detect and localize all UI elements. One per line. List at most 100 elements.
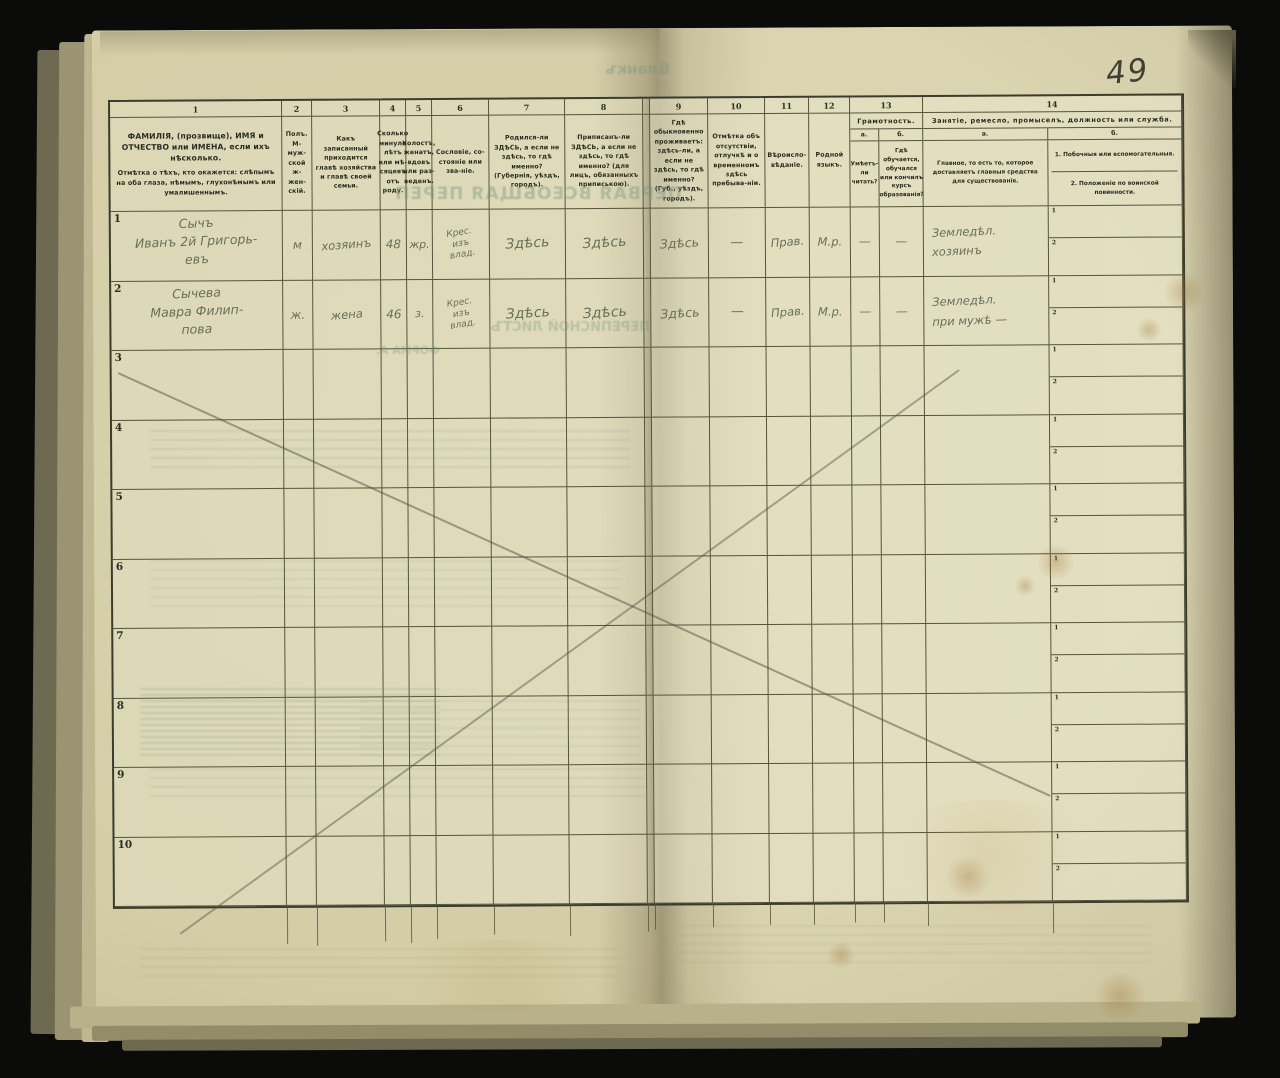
- registered-entry: [568, 832, 649, 905]
- paper-stain: [880, 800, 1100, 910]
- literacy-sub-letters: а. б.: [850, 129, 923, 142]
- name-line: Сычъ: [178, 214, 214, 232]
- subcell-marker: 2: [1053, 517, 1058, 525]
- occupation-line: [934, 516, 1050, 521]
- born-entry: Здѣсь: [505, 303, 551, 323]
- occupation-side-labels: 1. Побочныя или вспомогательныя. 2. Полож…: [1048, 139, 1182, 205]
- literacy-read-label: Умѣетъ-ли читать?: [850, 141, 880, 207]
- religion-entry: Прав.: [770, 233, 805, 251]
- column-line-stub: [493, 904, 496, 935]
- cell-absence: —: [709, 277, 767, 348]
- occupation-line: [933, 377, 1049, 382]
- subcell-marker: 2: [1051, 239, 1057, 247]
- cell-language: [811, 485, 853, 556]
- age-entry: 48: [385, 237, 402, 252]
- occupation-line: [933, 377, 1049, 382]
- religion-entry: [764, 345, 812, 417]
- row-number: 4: [114, 421, 123, 434]
- paper-stain: [380, 940, 620, 1010]
- cell-occupation-main: [924, 414, 1051, 486]
- cell-registered-here: Здѣсь: [566, 278, 645, 349]
- column-header: Отмѣтка объ отсутствіи, отлучкѣ и о врем…: [708, 113, 766, 209]
- cell-resides: Здѣсь: [651, 277, 710, 348]
- reads-entry: —: [859, 304, 872, 319]
- row-number: 3: [114, 351, 122, 364]
- column-number: 4: [380, 100, 407, 117]
- education-entry: [881, 346, 924, 415]
- column-number: 14: [922, 95, 1183, 114]
- age-entry: [383, 627, 408, 696]
- column-number: 8: [565, 98, 644, 116]
- cell-age: [384, 835, 411, 906]
- cell-age: 46: [381, 279, 408, 350]
- foxing-spot: [1036, 544, 1076, 580]
- military-status-subcell: 2: [1050, 446, 1183, 483]
- cell-absence: [709, 346, 767, 417]
- row-number: 9: [117, 768, 125, 781]
- registered-entry: Здѣсь: [582, 303, 628, 322]
- row-number: 8: [116, 699, 125, 712]
- occupation-entry: Земледѣл. при мужѣ —: [924, 276, 1048, 345]
- sub-letter-b: б.: [1111, 129, 1118, 137]
- column-line-stub: [654, 903, 657, 930]
- resides-entry: [652, 693, 713, 765]
- cell-literacy-read: [851, 346, 881, 416]
- cell-name: 2 Сычева Мавра Филип-пова: [111, 280, 284, 351]
- education-entry: —: [895, 303, 908, 318]
- bleedthrough-lines: [150, 560, 620, 608]
- language-entry: [811, 346, 851, 415]
- occupation-line: [934, 655, 1050, 660]
- column-number: 1: [110, 100, 283, 118]
- cell-resides: [651, 416, 711, 487]
- cell-literacy-education: —: [879, 207, 925, 277]
- military-status-subcell: 2: [1052, 724, 1185, 761]
- cell-resides: [652, 693, 713, 765]
- bleedthrough-lines: [140, 948, 620, 978]
- gutter-cell: [643, 98, 651, 115]
- cell-religion: [769, 763, 814, 834]
- age-entry: [382, 349, 407, 418]
- occupation-line: при мужѣ —: [932, 311, 1008, 329]
- cell-registered-here: [568, 832, 649, 905]
- sex-entry: [284, 489, 313, 558]
- cell-name: 5: [112, 488, 285, 560]
- subcell-marker: 1: [1052, 276, 1057, 284]
- bleedthrough-blank-text: Бланкъ: [605, 60, 670, 78]
- reads-entry: [852, 485, 880, 554]
- cell-literacy-education: —: [880, 276, 925, 347]
- absence-entry: [710, 347, 766, 416]
- header-label: Отмѣтка объ отсутствіи, отлучкѣ и о врем…: [712, 133, 761, 188]
- bleedthrough-form-title: ПЕРЕПИСНОЙ ЛИСТЪ: [490, 320, 650, 335]
- cell-literacy-read: [853, 624, 883, 694]
- column-number: 5: [406, 100, 433, 117]
- resides-entry: [653, 832, 714, 904]
- cell-occupation-main: Земледѣл. при мужѣ —: [924, 275, 1050, 347]
- estate-entry: Крес. изъ влад.: [428, 275, 494, 352]
- cell-born-here: Здѣсь: [489, 209, 567, 280]
- cell-sex: [284, 488, 315, 559]
- religion-entry: Прав.: [770, 303, 806, 320]
- age-entry: [385, 836, 410, 905]
- religion-entry: [765, 484, 813, 556]
- side-occupation-subcell: 1: [1050, 483, 1184, 517]
- sex-entry: ж.: [290, 307, 306, 322]
- cell-absence: [712, 833, 770, 904]
- cell-born-here: [490, 348, 567, 419]
- page-number: 49: [1104, 51, 1152, 93]
- cell-relation: [314, 488, 383, 559]
- registered-entry: Здѣсь: [581, 233, 627, 253]
- occupation-entry: Земледѣл. хозяинъ: [924, 206, 1048, 275]
- relation-entry: хозяинъ: [320, 235, 372, 254]
- cell-literacy-education: [880, 346, 925, 416]
- name-entry: Сычъ Иванъ 2й Григорь-евъ: [111, 211, 282, 284]
- reads-entry: [852, 346, 880, 415]
- foxing-spot: [1092, 972, 1148, 1020]
- estate-entry: Крес. изъ влад.: [428, 206, 494, 283]
- cell-registered-here: Здѣсь: [565, 208, 645, 279]
- column-header-literacy: Грамотность. а. б. Умѣетъ-ли читать? Гдѣ обу…: [850, 113, 924, 208]
- reads-entry: [854, 694, 882, 763]
